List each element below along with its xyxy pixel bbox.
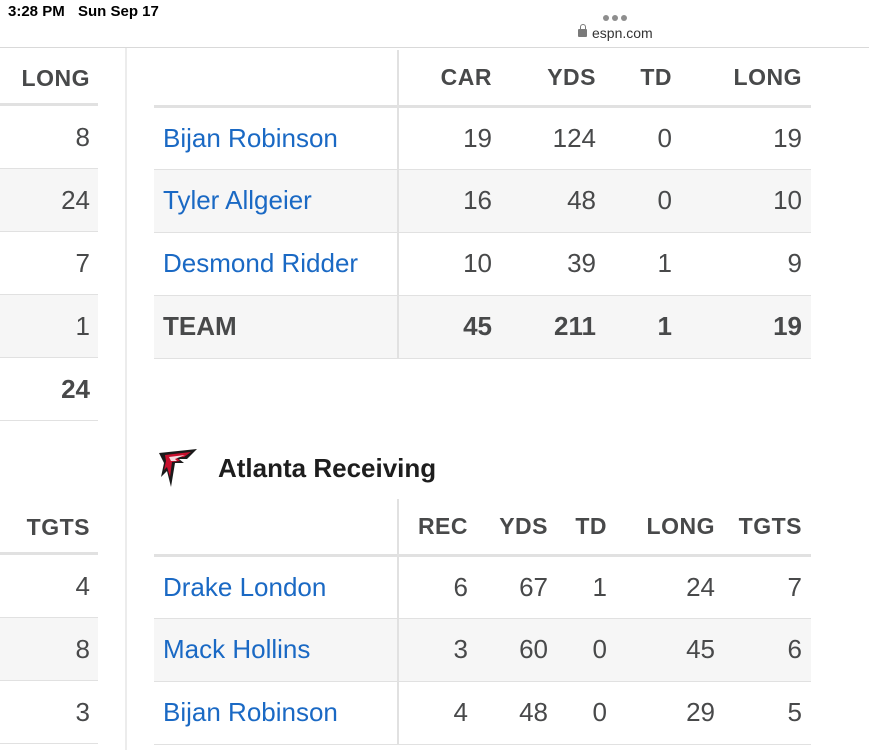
rushing-table: CAR YDS TD LONG Bijan Robinson 19 124 0 …	[154, 50, 811, 359]
cell-td: 0	[548, 681, 607, 745]
header-rec[interactable]: REC	[398, 499, 468, 557]
cell-tgts: 5	[715, 681, 811, 745]
header-player	[154, 499, 399, 557]
cell-car: 19	[398, 106, 492, 170]
status-bar: 3:28 PM Sun Sep 17 espn.com	[0, 0, 869, 48]
cell-long: 29	[607, 681, 715, 745]
url-text: espn.com	[592, 25, 653, 41]
cell-yds: 60	[468, 618, 548, 682]
left-header-tgts: TGTS	[0, 499, 98, 555]
section-title: Atlanta Receiving	[218, 453, 437, 483]
team-total-row: TEAM 45 211 1 19	[154, 295, 811, 359]
column-divider	[125, 48, 127, 750]
cell-long: 9	[672, 232, 811, 296]
cell-car: 45	[398, 295, 492, 359]
left-cell: 4	[0, 555, 98, 618]
left-header-long: LONG	[0, 50, 98, 106]
player-link[interactable]: Desmond Ridder	[154, 232, 399, 296]
player-link[interactable]: Tyler Allgeier	[154, 169, 399, 233]
left-cell: 24	[0, 169, 98, 232]
cell-td: 1	[596, 232, 672, 296]
cell-long: 24	[607, 555, 715, 619]
left-cell: 3	[0, 681, 98, 744]
table-row: Bijan Robinson 19 124 0 19	[154, 106, 811, 170]
cell-yds: 124	[492, 106, 596, 170]
cell-long: 10	[672, 169, 811, 233]
table-header-row: REC YDS TD LONG TGTS	[154, 499, 811, 557]
header-td[interactable]: TD	[596, 50, 672, 108]
cell-yds: 48	[492, 169, 596, 233]
cell-car: 16	[398, 169, 492, 233]
cell-td: 0	[596, 169, 672, 233]
header-long[interactable]: LONG	[607, 499, 715, 557]
receiving-table: REC YDS TD LONG TGTS Drake London 6 67 1…	[154, 499, 811, 745]
player-link[interactable]: Mack Hollins	[154, 618, 399, 682]
header-long[interactable]: LONG	[672, 50, 811, 108]
left-cell: 8	[0, 106, 98, 169]
cell-tgts: 7	[715, 555, 811, 619]
cell-yds: 211	[492, 295, 596, 359]
left-cell: 1	[0, 295, 98, 358]
header-td[interactable]: TD	[548, 499, 607, 557]
table-row: Drake London 6 67 1 24 7	[154, 555, 811, 619]
left-cell: 7	[0, 232, 98, 295]
player-link[interactable]: Bijan Robinson	[154, 681, 399, 745]
left-receiving-column: TGTS 4 8 3	[0, 499, 98, 744]
cell-rec: 6	[398, 555, 468, 619]
cell-yds: 39	[492, 232, 596, 296]
cell-td: 0	[548, 618, 607, 682]
header-yds[interactable]: YDS	[468, 499, 548, 557]
table-row: Desmond Ridder 10 39 1 9	[154, 232, 811, 296]
cell-long: 45	[607, 618, 715, 682]
header-car[interactable]: CAR	[398, 50, 492, 108]
cell-td: 0	[596, 106, 672, 170]
team-label: TEAM	[154, 295, 399, 359]
status-time: 3:28 PM	[8, 3, 65, 20]
status-date: Sun Sep 17	[78, 3, 159, 20]
header-tgts[interactable]: TGTS	[715, 499, 811, 557]
cell-rec: 4	[398, 681, 468, 745]
lock-icon	[578, 24, 587, 38]
cell-yds: 48	[468, 681, 548, 745]
cell-td: 1	[596, 295, 672, 359]
table-header-row: CAR YDS TD LONG	[154, 50, 811, 108]
player-link[interactable]: Bijan Robinson	[154, 106, 399, 170]
header-player	[154, 50, 399, 108]
cell-yds: 67	[468, 555, 548, 619]
cell-rec: 3	[398, 618, 468, 682]
atlanta-falcons-logo-icon	[159, 449, 197, 487]
cell-tgts: 6	[715, 618, 811, 682]
cell-car: 10	[398, 232, 492, 296]
more-dots-icon[interactable]	[603, 8, 630, 26]
address-bar[interactable]: espn.com	[578, 24, 653, 41]
left-cell-total: 24	[0, 358, 98, 421]
table-row: Tyler Allgeier 16 48 0 10	[154, 169, 811, 233]
cell-long: 19	[672, 106, 811, 170]
player-link[interactable]: Drake London	[154, 555, 399, 619]
table-row: Mack Hollins 3 60 0 45 6	[154, 618, 811, 682]
left-cell: 8	[0, 618, 98, 681]
left-rushing-column: LONG 8 24 7 1 24	[0, 50, 98, 421]
header-yds[interactable]: YDS	[492, 50, 596, 108]
cell-td: 1	[548, 555, 607, 619]
cell-long: 19	[672, 295, 811, 359]
table-row: Bijan Robinson 4 48 0 29 5	[154, 681, 811, 745]
